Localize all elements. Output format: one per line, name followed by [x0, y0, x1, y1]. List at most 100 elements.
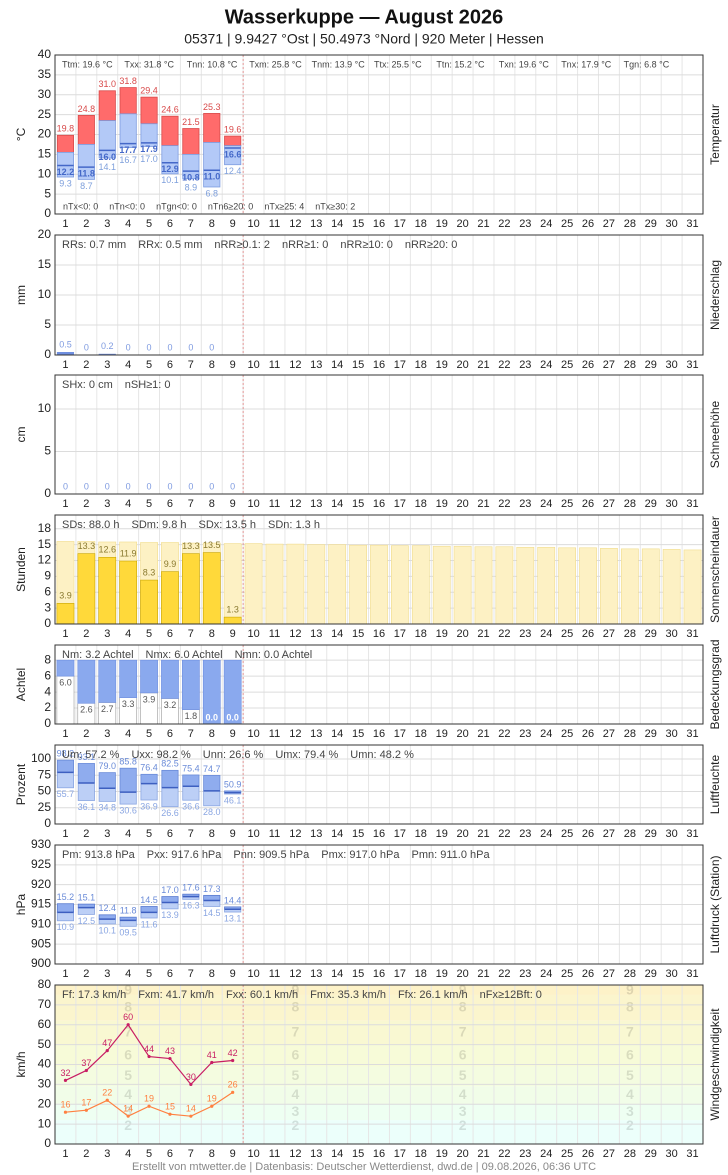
point [168, 1056, 172, 1061]
stat-label: SDn: 1.3 h [268, 519, 320, 531]
stat-label: Tnm: 13.9 °C [312, 59, 366, 69]
min-label: 8.9 [185, 182, 198, 192]
x-tick-label: 18 [415, 828, 427, 840]
x-tick-label: 16 [373, 498, 385, 510]
value-label: 8.3 [143, 567, 156, 577]
bar [161, 659, 179, 699]
x-tick-label: 1 [62, 828, 68, 840]
bar-lower [140, 783, 158, 801]
value-label: 19 [144, 1094, 154, 1104]
bar-lower [98, 120, 116, 159]
min-label: 55.7 [57, 789, 75, 799]
bar-upper [224, 135, 242, 147]
x-tick-label: 5 [146, 1148, 152, 1160]
x-tick-label: 22 [498, 359, 510, 371]
x-tick-label: 31 [686, 359, 698, 371]
stat-label: Pxx: 917.6 hPa [147, 849, 222, 861]
y-tick-label: 905 [31, 936, 51, 950]
bar-upper [56, 759, 75, 773]
x-tick-label: 23 [519, 1148, 531, 1160]
min-label: 36.6 [182, 802, 200, 812]
y-tick-label: 30 [38, 1077, 52, 1091]
x-tick-label: 3 [104, 828, 110, 840]
x-tick-label: 23 [519, 728, 531, 740]
x-tick-label: 8 [209, 218, 215, 230]
value-label: 0 [63, 481, 68, 491]
x-tick-label: 15 [352, 1148, 364, 1160]
stat-label: nRR≥20: 0 [405, 239, 458, 251]
stat-label: nTx<0: 0 [63, 201, 98, 211]
x-tick-label: 4 [125, 828, 131, 840]
possible-bar [662, 549, 681, 625]
value-label: 0 [147, 342, 152, 352]
bar [182, 659, 200, 710]
possible-bar [411, 545, 430, 625]
plot-background [55, 375, 703, 494]
stat-label: Fxm: 41.7 km/h [138, 989, 214, 1001]
max-label: 11.8 [120, 906, 137, 916]
side-label: Sonnenscheindauer [708, 516, 722, 623]
x-tick-label: 19 [436, 1148, 448, 1160]
bar-lower [182, 785, 200, 801]
value-label: 17 [81, 1098, 91, 1108]
value-label: 0 [230, 481, 235, 491]
beaufort-label: 9 [124, 982, 132, 998]
x-tick-label: 26 [582, 968, 594, 980]
plot-border [54, 644, 704, 725]
min-label: 10.9 [57, 922, 75, 932]
stat-label: Nmx: 6.0 Achtel [146, 649, 223, 661]
x-tick-label: 11 [269, 218, 280, 230]
max-label: 17.3 [203, 884, 221, 894]
y-tick-label: 18 [38, 521, 52, 535]
x-tick-label: 7 [188, 218, 194, 230]
x-tick-label: 31 [686, 1148, 698, 1160]
x-tick-label: 15 [352, 728, 364, 740]
x-tick-label: 29 [645, 498, 657, 510]
point [84, 1108, 88, 1112]
x-tick-label: 16 [373, 828, 385, 840]
bar [77, 553, 96, 625]
bar-lower [203, 900, 221, 907]
beaufort-label: 9 [459, 982, 467, 998]
x-tick-label: 30 [666, 828, 678, 840]
x-tick-label: 31 [686, 828, 698, 840]
x-tick-label: 5 [146, 968, 152, 980]
mean-label: 17.7 [119, 145, 137, 155]
x-tick-label: 21 [477, 628, 489, 640]
value-label: 0 [209, 342, 214, 352]
max-label: 24.6 [161, 105, 179, 115]
stat-label: SDm: 9.8 h [131, 519, 186, 531]
min-label: 10.1 [98, 925, 116, 935]
x-tick-label: 4 [125, 498, 131, 510]
x-tick-label: 10 [247, 359, 259, 371]
beaufort-label: 5 [626, 1067, 634, 1083]
value-label: 0 [84, 342, 89, 352]
x-tick-label: 18 [415, 1148, 427, 1160]
x-tick-label: 18 [415, 498, 427, 510]
min-label: 26.6 [161, 808, 179, 818]
x-tick-label: 15 [352, 218, 364, 230]
value-label: 30 [186, 1072, 196, 1082]
max-label: 29.4 [140, 86, 158, 96]
mean-label: 11.8 [78, 168, 95, 178]
beaufort-label: 3 [459, 1103, 467, 1119]
side-label: Temperatur [708, 104, 722, 165]
x-tick-label: 9 [230, 1148, 236, 1160]
x-tick-label: 8 [209, 1148, 215, 1160]
bar-lower [140, 912, 158, 919]
possible-bar [349, 544, 367, 625]
min-label: 30.6 [119, 805, 137, 815]
beaufort-label: 4 [626, 1086, 634, 1102]
point [126, 1023, 130, 1027]
x-tick-label: 5 [146, 828, 152, 840]
x-tick-label: 3 [104, 968, 110, 980]
value-label: 41 [207, 1050, 217, 1060]
y-axis-label: °C [14, 127, 28, 141]
x-tick-label: 3 [104, 728, 110, 740]
possible-bar [537, 546, 556, 625]
possible-bar [432, 545, 451, 625]
bar [140, 659, 158, 694]
beaufort-label: 3 [124, 1103, 132, 1119]
x-tick-label: 20 [456, 1148, 468, 1160]
y-tick-label: 920 [31, 877, 51, 891]
